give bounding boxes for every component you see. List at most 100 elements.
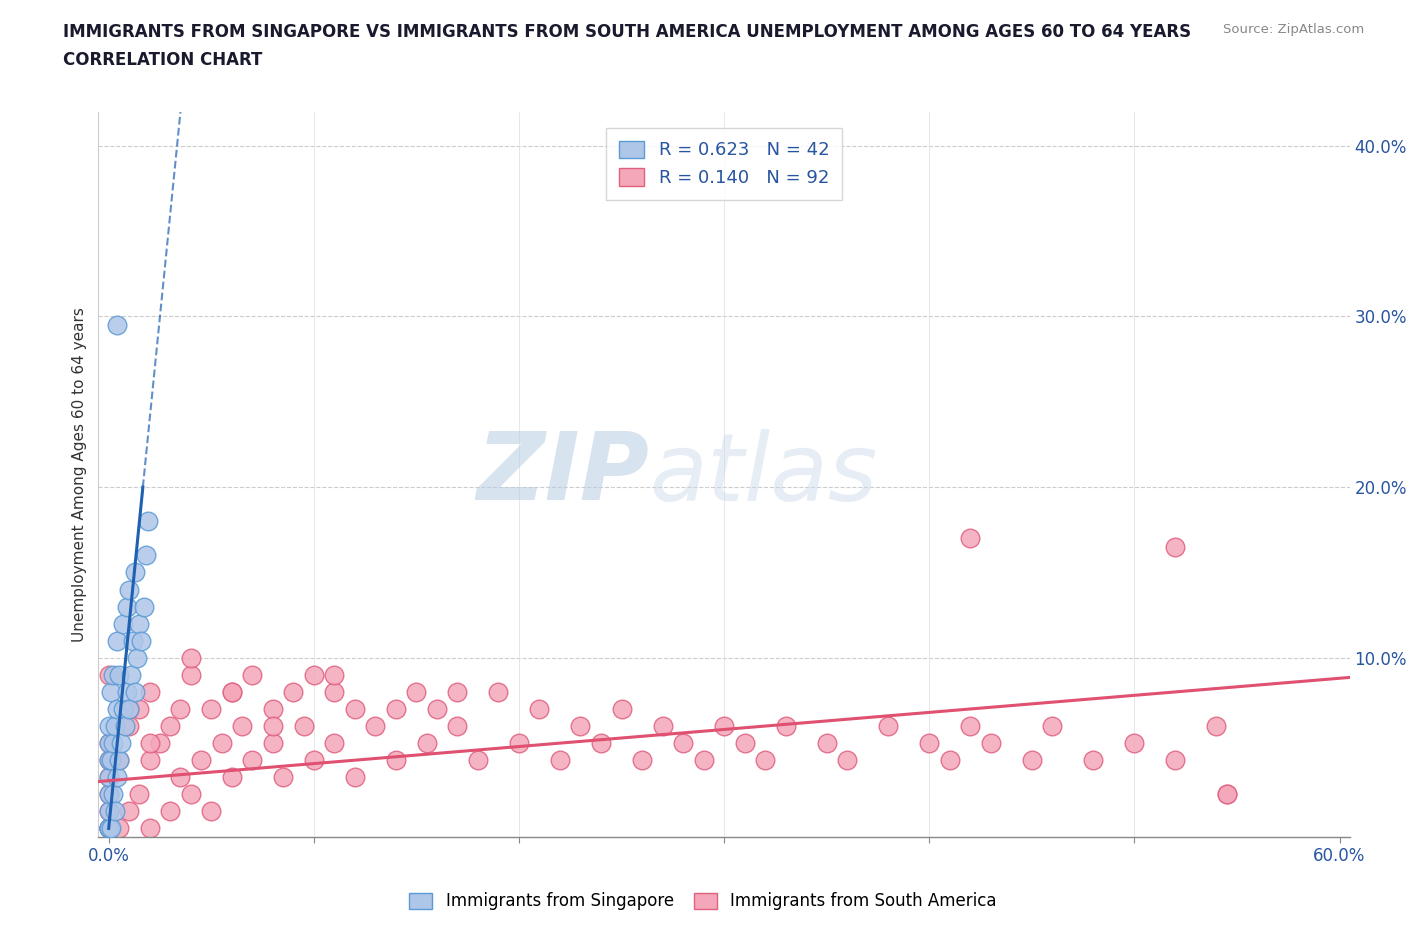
Point bbox=[127, 650, 149, 665]
Point bbox=[112, 617, 135, 631]
Point bbox=[877, 719, 900, 734]
Point bbox=[323, 736, 346, 751]
Point bbox=[589, 736, 612, 751]
Point bbox=[101, 736, 124, 751]
Point bbox=[124, 684, 146, 699]
Point bbox=[115, 599, 138, 614]
Point bbox=[980, 736, 1002, 751]
Point bbox=[292, 719, 315, 734]
Point bbox=[283, 684, 305, 699]
Point bbox=[180, 787, 202, 802]
Point bbox=[302, 668, 325, 683]
Point bbox=[959, 719, 981, 734]
Point bbox=[672, 736, 695, 751]
Legend: R = 0.623   N = 42, R = 0.140   N = 92: R = 0.623 N = 42, R = 0.140 N = 92 bbox=[606, 128, 842, 200]
Y-axis label: Unemployment Among Ages 60 to 64 years: Unemployment Among Ages 60 to 64 years bbox=[72, 307, 87, 642]
Point bbox=[262, 701, 284, 716]
Point bbox=[108, 821, 131, 836]
Point bbox=[135, 548, 157, 563]
Point bbox=[1215, 787, 1237, 802]
Point bbox=[1205, 719, 1227, 734]
Point bbox=[115, 684, 138, 699]
Point bbox=[159, 804, 181, 818]
Point bbox=[97, 821, 120, 836]
Point bbox=[118, 719, 141, 734]
Point bbox=[108, 668, 131, 683]
Point bbox=[467, 752, 489, 767]
Point bbox=[569, 719, 592, 734]
Point bbox=[169, 701, 191, 716]
Point bbox=[1164, 539, 1187, 554]
Point bbox=[415, 736, 437, 751]
Point bbox=[97, 821, 120, 836]
Point bbox=[200, 804, 222, 818]
Point bbox=[271, 770, 294, 785]
Point bbox=[104, 719, 127, 734]
Point bbox=[138, 821, 160, 836]
Point bbox=[169, 770, 191, 785]
Point bbox=[101, 787, 124, 802]
Point bbox=[124, 565, 146, 580]
Point bbox=[118, 804, 141, 818]
Point bbox=[97, 770, 120, 785]
Point bbox=[651, 719, 673, 734]
Point bbox=[105, 701, 128, 716]
Point bbox=[97, 736, 120, 751]
Point bbox=[262, 719, 284, 734]
Text: atlas: atlas bbox=[650, 429, 877, 520]
Point bbox=[110, 736, 132, 751]
Point bbox=[97, 787, 120, 802]
Point bbox=[97, 804, 120, 818]
Point bbox=[959, 531, 981, 546]
Point bbox=[200, 701, 222, 716]
Point bbox=[118, 701, 141, 716]
Point bbox=[405, 684, 427, 699]
Point bbox=[97, 821, 120, 836]
Point bbox=[221, 684, 243, 699]
Point bbox=[1164, 752, 1187, 767]
Point bbox=[97, 821, 120, 836]
Point bbox=[240, 668, 263, 683]
Point bbox=[1123, 736, 1146, 751]
Point bbox=[221, 684, 243, 699]
Point bbox=[918, 736, 941, 751]
Point bbox=[105, 317, 128, 332]
Point bbox=[211, 736, 233, 751]
Point bbox=[120, 668, 142, 683]
Point bbox=[1083, 752, 1105, 767]
Text: ZIP: ZIP bbox=[477, 429, 650, 520]
Point bbox=[323, 668, 346, 683]
Point bbox=[610, 701, 633, 716]
Point bbox=[122, 633, 145, 648]
Text: IMMIGRANTS FROM SINGAPORE VS IMMIGRANTS FROM SOUTH AMERICA UNEMPLOYMENT AMONG AG: IMMIGRANTS FROM SINGAPORE VS IMMIGRANTS … bbox=[63, 23, 1191, 41]
Point bbox=[159, 719, 181, 734]
Point bbox=[180, 650, 202, 665]
Point bbox=[488, 684, 510, 699]
Point bbox=[385, 752, 408, 767]
Point bbox=[446, 719, 468, 734]
Point bbox=[97, 821, 120, 836]
Text: CORRELATION CHART: CORRELATION CHART bbox=[63, 51, 263, 69]
Point bbox=[105, 633, 128, 648]
Legend: Immigrants from Singapore, Immigrants from South America: Immigrants from Singapore, Immigrants fr… bbox=[402, 885, 1004, 917]
Point bbox=[302, 752, 325, 767]
Point bbox=[180, 668, 202, 683]
Point bbox=[190, 752, 212, 767]
Point bbox=[97, 752, 120, 767]
Point bbox=[128, 617, 150, 631]
Point bbox=[1021, 752, 1043, 767]
Point bbox=[548, 752, 571, 767]
Point bbox=[385, 701, 408, 716]
Point bbox=[104, 804, 127, 818]
Point bbox=[128, 787, 150, 802]
Point bbox=[343, 701, 366, 716]
Point bbox=[114, 719, 136, 734]
Point bbox=[97, 770, 120, 785]
Point bbox=[138, 752, 160, 767]
Point bbox=[692, 752, 714, 767]
Point bbox=[240, 752, 263, 767]
Point bbox=[97, 668, 120, 683]
Point bbox=[631, 752, 654, 767]
Point bbox=[364, 719, 387, 734]
Point bbox=[754, 752, 776, 767]
